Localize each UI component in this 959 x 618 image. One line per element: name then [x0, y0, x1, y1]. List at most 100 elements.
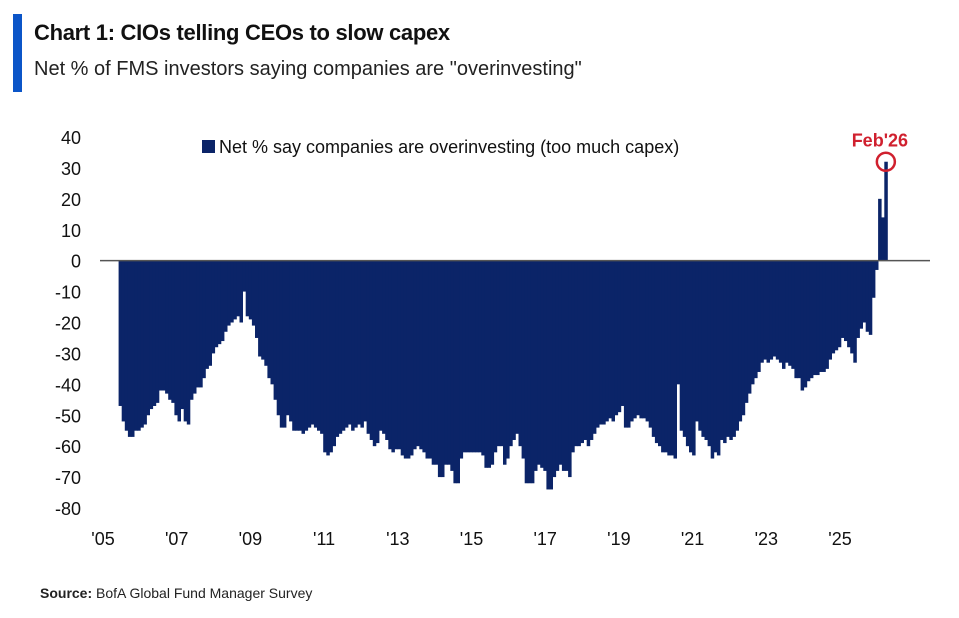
bar	[586, 260, 591, 447]
bar	[304, 260, 309, 431]
bar	[267, 260, 271, 379]
bar	[351, 260, 355, 431]
bar	[673, 260, 677, 459]
bar	[540, 260, 544, 468]
bar	[577, 260, 581, 447]
bar	[140, 260, 144, 428]
bar	[245, 260, 250, 317]
bar	[363, 260, 367, 422]
bar	[131, 260, 135, 437]
bar	[754, 260, 758, 379]
x-tick-label: '09	[239, 529, 262, 549]
bar	[515, 260, 519, 434]
bar	[778, 260, 783, 363]
bar	[850, 260, 854, 354]
bar	[193, 260, 197, 394]
y-tick-label: -50	[55, 406, 81, 426]
bar	[788, 260, 792, 366]
bar	[301, 260, 305, 434]
bar	[596, 260, 600, 428]
bar	[685, 260, 690, 447]
bar	[444, 260, 448, 465]
bar	[828, 260, 832, 360]
bar	[862, 260, 867, 323]
bar	[713, 260, 718, 453]
bar	[623, 260, 628, 428]
bar	[506, 260, 510, 459]
bar	[264, 260, 268, 366]
bar	[375, 260, 380, 444]
bar	[143, 260, 147, 425]
bar	[419, 260, 423, 450]
bar	[878, 198, 882, 261]
bar	[605, 260, 609, 422]
bar	[317, 260, 321, 431]
bar	[716, 260, 721, 456]
bar	[592, 260, 597, 434]
bar	[825, 260, 829, 369]
bar	[165, 260, 169, 394]
bar	[809, 260, 814, 379]
bar	[313, 260, 318, 428]
bar	[233, 260, 237, 320]
y-tick-label: 30	[61, 159, 81, 179]
bar	[769, 260, 774, 360]
bar	[689, 260, 693, 453]
bar	[127, 260, 132, 437]
bar	[344, 260, 349, 428]
bar	[695, 260, 699, 422]
y-tick-label: 0	[71, 252, 81, 272]
x-axis-ticks: '05 '07 '09 '11 '13 '15 '17 '19 '21 '23 '25	[91, 529, 851, 549]
bar	[134, 260, 138, 431]
x-tick-label: '15	[460, 529, 483, 549]
bar	[667, 260, 671, 456]
bar	[282, 260, 287, 428]
bar	[552, 260, 557, 478]
bar	[766, 260, 770, 363]
y-axis-ticks: 40 30 20 10 0 -10 -20 -30 -40 -50 -60 -70 -80	[55, 128, 81, 519]
bar	[831, 260, 836, 354]
bar	[627, 260, 631, 428]
bar	[354, 260, 358, 428]
bar	[428, 260, 433, 459]
bar	[208, 260, 212, 366]
bar	[490, 260, 495, 465]
bar	[738, 260, 743, 422]
bar	[326, 260, 330, 456]
legend: Net % say companies are overinvesting (t…	[202, 137, 679, 157]
bar	[707, 260, 712, 447]
annotation-label: Feb'26	[852, 131, 908, 151]
bar	[549, 260, 553, 490]
bar	[763, 260, 767, 360]
bar	[561, 260, 566, 471]
bar	[236, 260, 240, 317]
y-tick-label: -80	[55, 499, 81, 519]
source-label: Source:	[40, 585, 93, 601]
bar	[171, 260, 175, 403]
bar	[648, 260, 653, 428]
bar	[366, 260, 371, 434]
bar	[574, 260, 578, 447]
bar	[413, 260, 417, 450]
legend-label: Net % say companies are overinvesting (t…	[219, 137, 679, 157]
bar	[450, 260, 454, 471]
y-tick-label: -30	[55, 344, 81, 364]
bar	[261, 260, 265, 360]
bar	[679, 260, 684, 431]
bar	[220, 260, 225, 342]
bar	[555, 260, 560, 471]
bar	[617, 260, 622, 413]
x-tick-label: '07	[165, 529, 188, 549]
bar	[670, 260, 674, 456]
bar	[397, 260, 402, 450]
y-tick-label: 10	[61, 221, 81, 241]
bar	[214, 260, 219, 348]
bar	[295, 260, 299, 431]
bar	[602, 260, 606, 425]
bar	[468, 260, 473, 453]
bar	[183, 260, 188, 422]
source-note: Source: BofA Global Fund Manager Survey	[40, 585, 312, 601]
bar	[121, 260, 126, 422]
bar	[403, 260, 408, 459]
bar	[186, 260, 191, 425]
